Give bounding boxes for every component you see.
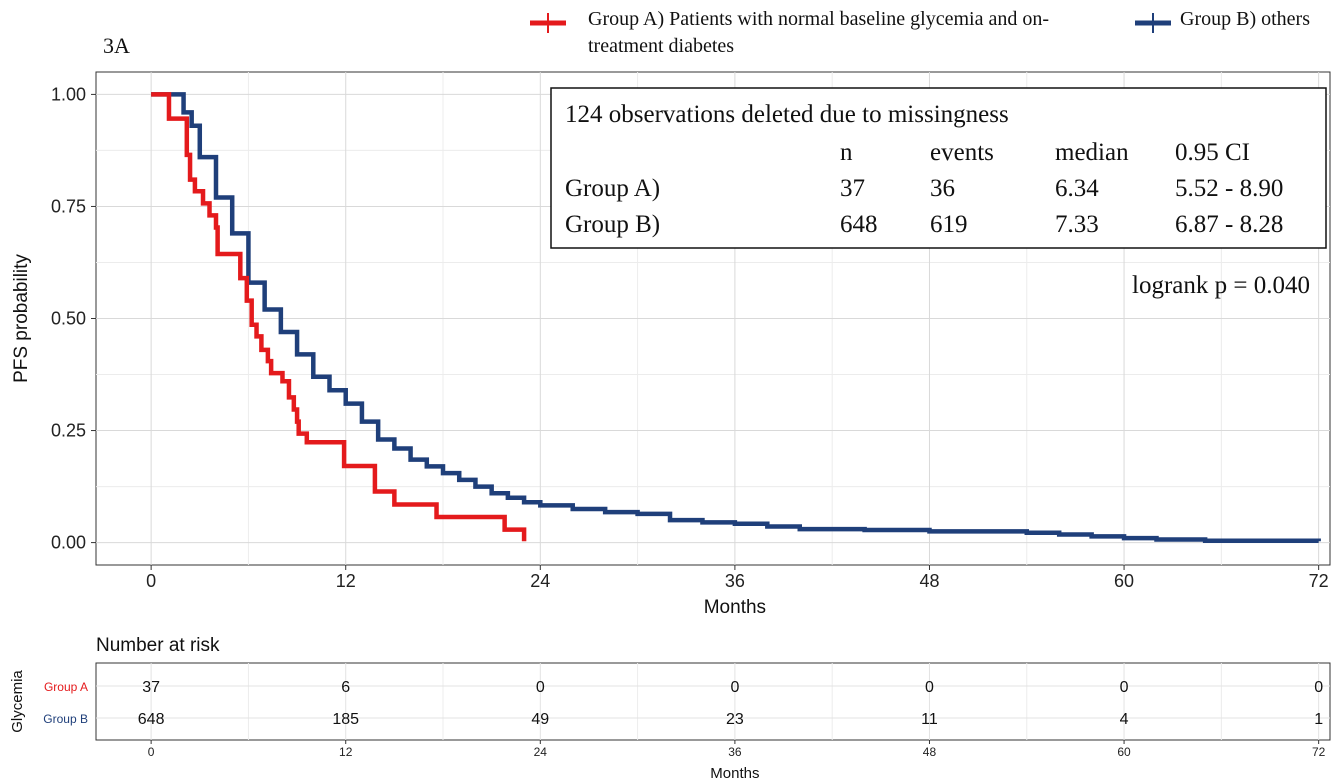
annotation-cell: 36 [930, 175, 955, 202]
risk-value: 0 [730, 679, 739, 696]
annotation-cell: Group B) [565, 211, 660, 238]
x-tick-label: 24 [530, 571, 550, 591]
annotation-cell: 619 [930, 211, 968, 238]
risk-value: 11 [921, 711, 938, 728]
x-tick-label: 48 [919, 571, 939, 591]
risk-panel [95, 662, 1331, 741]
risk-value: 37 [142, 679, 160, 696]
legend-label: Group A) Patients with normal baseline g… [588, 8, 1050, 57]
risk-value: 185 [332, 711, 359, 728]
risk-value: 0 [1314, 679, 1323, 696]
annotation-header: 0.95 CI [1175, 139, 1250, 166]
risk-value: 23 [726, 711, 744, 728]
x-tick-label: 60 [1117, 745, 1131, 759]
annotation-header: median [1055, 139, 1129, 166]
x-tick-label: 36 [725, 571, 745, 591]
annotation-note: 124 observations deleted due to missingn… [565, 101, 1009, 128]
annotation-cell: 7.33 [1055, 211, 1099, 238]
x-tick-label: 24 [534, 745, 548, 759]
x-tick-label: 72 [1309, 571, 1329, 591]
survival-curve [151, 92, 1321, 544]
risk-value: 49 [531, 711, 549, 728]
y-tick-label: 1.00 [51, 84, 86, 104]
risk-value: 0 [536, 679, 545, 696]
x-axis-label: Months [710, 765, 759, 782]
y-tick-label: 0.50 [51, 309, 86, 329]
risk-value: 6 [341, 679, 350, 696]
annotation-box [550, 87, 1327, 249]
logrank-text: logrank p = 0.040 [1132, 272, 1310, 299]
x-tick-label: 12 [336, 571, 356, 591]
y-axis-label: PFS probability [11, 254, 32, 383]
x-tick-label: 48 [923, 745, 937, 759]
x-tick-label: 72 [1312, 745, 1326, 759]
annotation-cell: 6.34 [1055, 175, 1099, 202]
annotation-cell: Group A) [565, 175, 660, 202]
survival-curve [151, 92, 527, 542]
x-tick-label: 60 [1114, 571, 1134, 591]
annotation-cell: 5.52 - 8.90 [1175, 175, 1283, 202]
y-tick-label: 0.25 [51, 421, 86, 441]
chart-title: 3A [103, 33, 130, 58]
x-tick-label: 0 [146, 571, 156, 591]
x-tick-label: 36 [728, 745, 742, 759]
annotation-header: n [840, 139, 853, 166]
risk-group-label: Group B [43, 712, 88, 726]
annotation-cell: 648 [840, 211, 878, 238]
y-tick-label: 0.75 [51, 196, 86, 216]
annotation-cell: 37 [840, 175, 865, 202]
annotation-cell: 6.87 - 8.28 [1175, 211, 1283, 238]
x-tick-label: 12 [339, 745, 353, 759]
y-axis-label: Glycemia [9, 670, 26, 733]
risk-value: 1 [1314, 711, 1323, 728]
annotation-header: events [930, 139, 994, 166]
legend-label: Group B) others [1180, 8, 1310, 30]
x-tick-label: 0 [148, 745, 155, 759]
risk-title: Number at risk [96, 635, 220, 656]
risk-value: 4 [1120, 711, 1129, 728]
risk-group-label: Group A [44, 680, 88, 694]
risk-value: 0 [925, 679, 934, 696]
y-tick-label: 0.00 [51, 533, 86, 553]
risk-value: 0 [1120, 679, 1129, 696]
x-axis-label: Months [704, 597, 766, 618]
risk-value: 648 [138, 711, 165, 728]
